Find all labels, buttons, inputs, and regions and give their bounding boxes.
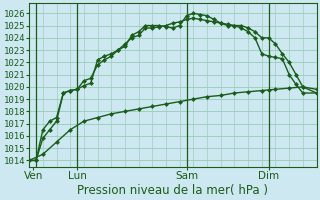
X-axis label: Pression niveau de la mer( hPa ): Pression niveau de la mer( hPa ) (77, 184, 268, 197)
